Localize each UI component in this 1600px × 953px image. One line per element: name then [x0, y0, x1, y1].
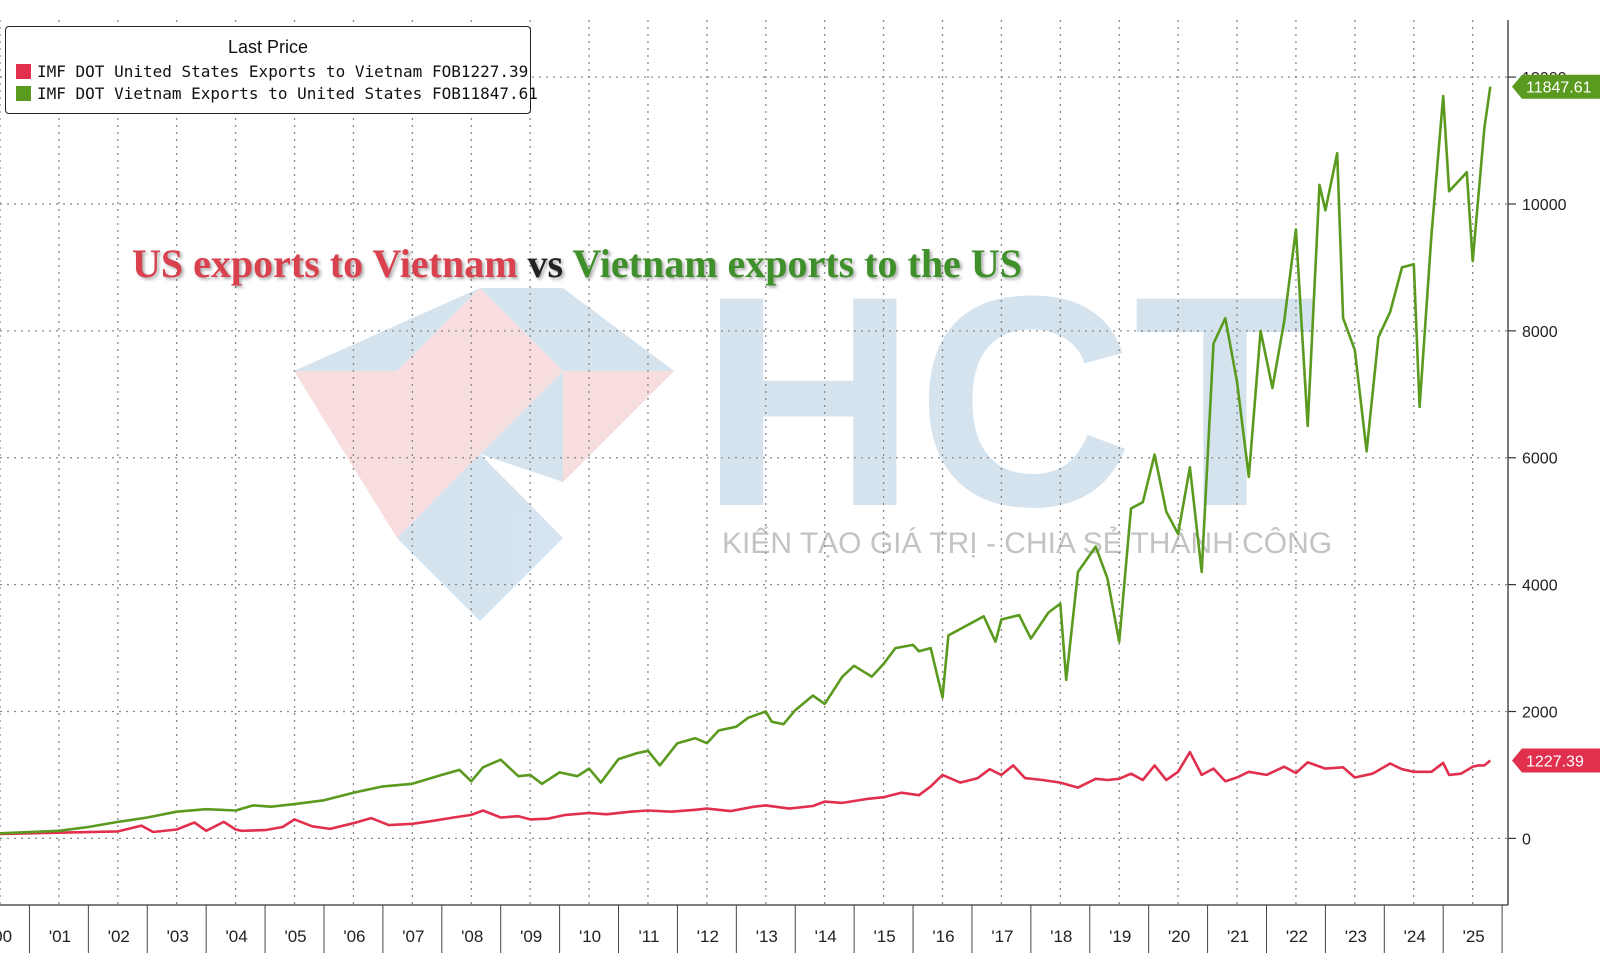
x-tick-label: '00 — [0, 927, 12, 946]
y-tick-label: 6000 — [1522, 451, 1558, 468]
legend-value-vn: 11847.61 — [460, 83, 538, 103]
x-tick-label: '03 — [167, 927, 189, 946]
x-tick-label: '21 — [1227, 927, 1249, 946]
last-value-tag-text: 1227.39 — [1526, 754, 1584, 771]
x-tick-label: '05 — [284, 927, 306, 946]
x-tick-label: '07 — [402, 927, 424, 946]
x-tick-label: '24 — [1404, 927, 1426, 946]
x-tick-label: '17 — [991, 927, 1013, 946]
last-value-tag-text: 11847.61 — [1526, 80, 1592, 97]
headline-us-part: US exports to Vietnam — [132, 241, 518, 286]
x-tick-label: '04 — [226, 927, 248, 946]
x-tick-label: '09 — [520, 927, 542, 946]
watermark-tagline: KIẾN TẠO GIÁ TRỊ - CHIA SẺ THÀNH CÔNG — [722, 526, 1332, 560]
y-tick-label: 8000 — [1522, 324, 1558, 341]
x-tick-label: '10 — [579, 927, 601, 946]
grid — [0, 20, 1508, 905]
x-tick-label: '02 — [108, 927, 130, 946]
legend-title: Last Price — [227, 37, 309, 57]
last-value-tag-us: 1227.39 — [1512, 748, 1600, 773]
series-line-us-exports — [0, 750, 1492, 836]
x-tick-label: '22 — [1286, 927, 1308, 946]
chart-legend: Last Price IMF DOT United States Exports… — [5, 26, 538, 114]
headline-vs-part: vs — [517, 241, 573, 286]
chart-headline: US exports to Vietnam vs Vietnam exports… — [132, 240, 1022, 287]
legend-entry-us: IMF DOT United States Exports to Vietnam… — [16, 60, 528, 82]
x-tick-label: '25 — [1463, 927, 1485, 946]
last-value-tag-vn: 11847.61 — [1512, 74, 1600, 99]
x-tick-label: '12 — [697, 927, 719, 946]
x-tick-label: '11 — [639, 927, 660, 946]
x-tick-label: '23 — [1345, 927, 1367, 946]
y-tick-label: 10000 — [1522, 197, 1567, 214]
y-tick-label: 2000 — [1522, 705, 1558, 722]
last-value-labels: 1227.39 11847.61 — [1512, 74, 1600, 773]
legend-swatch-us — [16, 63, 31, 79]
x-tick-label: '01 — [49, 927, 71, 946]
legend-name-vn: IMF DOT Vietnam Exports to United States… — [37, 83, 461, 103]
x-tick-label: '19 — [1109, 927, 1131, 946]
legend-value-us: 1227.39 — [460, 61, 529, 81]
axes: 020004000600080001000012000'00'01'02'03'… — [0, 20, 1567, 953]
x-tick-label: '14 — [815, 927, 837, 946]
hct-watermark-logo: HCT — [294, 233, 1317, 621]
series-line-vn-exports — [0, 86, 1492, 835]
x-tick-label: '15 — [874, 927, 896, 946]
y-tick-label: 4000 — [1522, 578, 1558, 595]
x-tick-label: '18 — [1050, 927, 1072, 946]
x-tick-label: '06 — [343, 927, 365, 946]
x-tick-label: '13 — [756, 927, 778, 946]
last-value-tag-shape — [1512, 74, 1600, 99]
legend-name-us: IMF DOT United States Exports to Vietnam… — [37, 61, 461, 81]
last-value-tag-shape — [1512, 748, 1600, 773]
watermark-logo-text: HCT — [700, 233, 1317, 569]
x-tick-label: '20 — [1168, 927, 1190, 946]
x-tick-label: '16 — [932, 927, 954, 946]
legend-entry-vn: IMF DOT Vietnam Exports to United States… — [16, 82, 538, 104]
y-tick-label: 0 — [1522, 831, 1531, 848]
headline-vn-part: Vietnam exports to the US — [572, 241, 1022, 286]
x-tick-label: '08 — [461, 927, 483, 946]
series-lines — [0, 86, 1492, 836]
legend-swatch-vn — [16, 85, 31, 101]
